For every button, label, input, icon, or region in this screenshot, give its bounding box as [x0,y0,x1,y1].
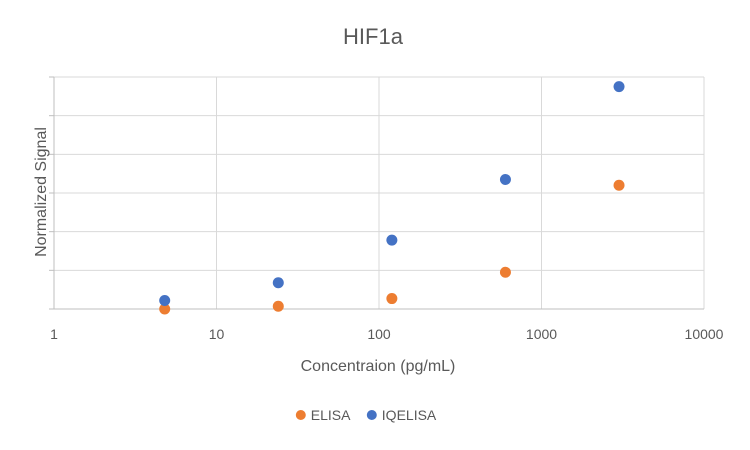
legend-label-iqelisa: IQELISA [382,407,437,423]
chart-title: HIF1a [343,24,404,49]
data-point-iqelisa [613,81,625,93]
data-point-iqelisa [499,173,511,185]
gridlines [53,76,705,309]
x-tick-label: 10000 [685,326,724,342]
x-tick-label: 1000 [526,326,557,342]
data-point-elisa [613,179,625,191]
data-point-elisa [499,266,511,278]
data-point-elisa [272,300,284,312]
data-point-iqelisa [272,277,284,289]
x-tick-label: 100 [367,326,391,342]
x-axis-label: Concentraion (pg/mL) [301,358,456,375]
legend-marker-elisa [295,410,306,420]
data-point-elisa [386,293,398,305]
data-points [159,81,625,315]
legend-marker-iqelisa [366,410,377,420]
data-point-iqelisa [386,234,398,246]
tick-labels: 1 10 100 1000 10000 [50,326,724,342]
y-axis-label: Normalized Signal [33,127,50,257]
data-point-iqelisa [159,294,171,306]
legend-label-elisa: ELISA [311,407,351,423]
legend: ELISA IQELISA [295,407,437,423]
data-point-elisa [159,303,171,315]
x-tick-label: 10 [209,326,225,342]
x-tick-label: 1 [50,326,58,342]
